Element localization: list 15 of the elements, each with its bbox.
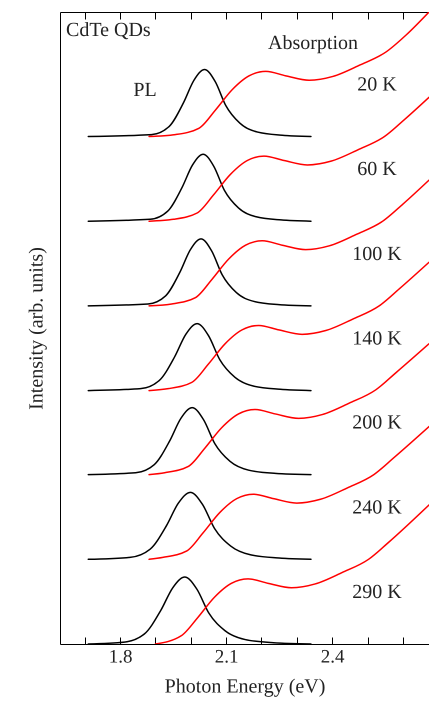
annotation: Absorption [268, 32, 358, 54]
series-label: 140 K [352, 328, 402, 350]
series-label: 20 K [357, 74, 398, 96]
series-label: 60 K [357, 158, 398, 180]
y-axis-title: Intensity (arb. units) [26, 247, 48, 410]
series-label: 100 K [352, 242, 402, 265]
x-tick-label: 1.8 [108, 646, 132, 668]
annotation: CdTe QDs [66, 19, 151, 41]
series-label: 290 K [352, 581, 402, 603]
x-tick-label: 2.1 [214, 646, 238, 668]
x-tick-label: 2.4 [320, 646, 346, 668]
annotation: PL [133, 79, 157, 101]
series-label: 200 K [352, 412, 402, 434]
x-axis-title: Photon Energy (eV) [164, 676, 326, 698]
series-label: 240 K [352, 496, 402, 518]
